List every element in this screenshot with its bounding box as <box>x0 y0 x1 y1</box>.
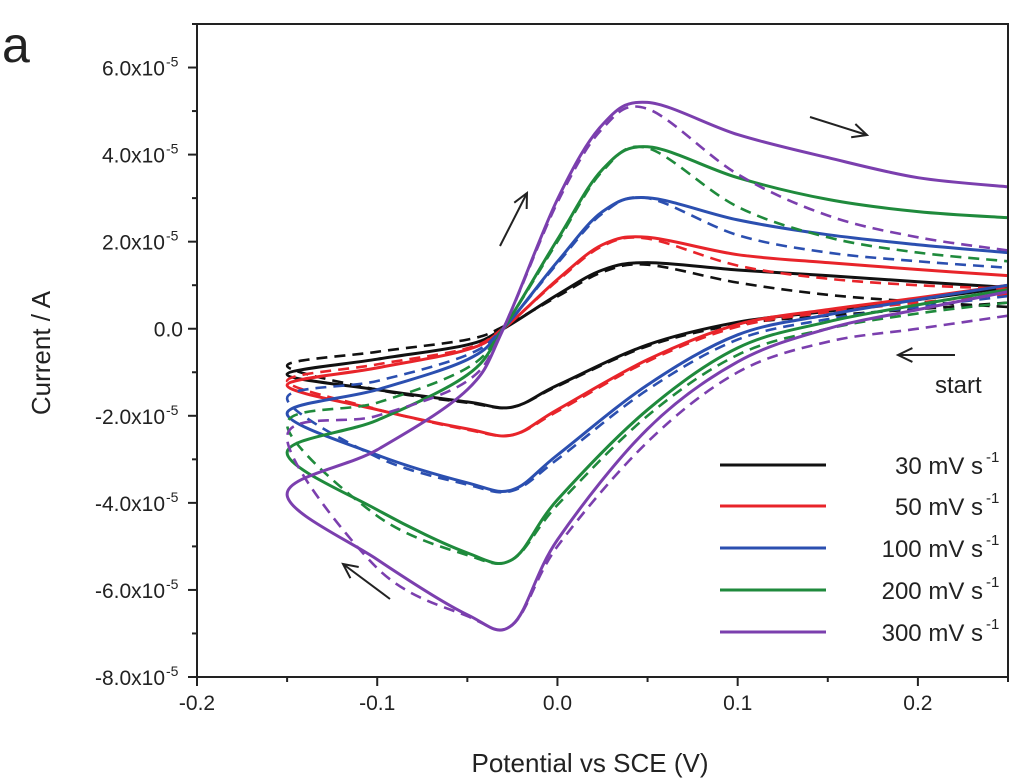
legend-label-exponent: -1 <box>986 532 999 549</box>
legend-item: 200 mV s -1 <box>720 574 999 605</box>
scan-arrow-down-left-icon <box>341 562 391 600</box>
y-tick-mantissa: 2.0x10 <box>102 232 165 255</box>
y-tick-exponent: -5 <box>166 141 179 157</box>
series-3-solid-curve <box>285 145 1009 565</box>
legend-label-exponent: -1 <box>986 616 999 633</box>
x-axis-ticks: -0.2 -0.1 0.0 0.1 0.2 <box>179 677 1009 715</box>
y-tick-exponent: -5 <box>166 489 179 505</box>
y-tick-label: 2.0x10 <box>102 232 165 255</box>
y-tick-mantissa: -4.0x10 <box>95 493 165 516</box>
legend-item: 100 mV s -1 <box>720 532 999 563</box>
legend-item: 50 mV s -1 <box>720 490 999 521</box>
legend-label-exponent: -1 <box>986 490 999 507</box>
y-tick-mantissa: -6.0x10 <box>95 580 165 603</box>
series-4-solid-curve <box>285 100 1009 632</box>
y-tick-exponent: -5 <box>166 663 179 679</box>
y-axis-ticks: 6.0x10 -54.0x10 -52.0x10 -50.0-2.0x10 -5-4.0… <box>95 23 197 690</box>
y-tick-mantissa: -8.0x10 <box>95 667 165 690</box>
series-2-dashed-curve <box>285 195 1009 494</box>
panel-label: a <box>2 17 30 73</box>
y-tick-label: -6.0x10 <box>95 580 165 603</box>
legend-label: 30 mV s <box>895 453 983 480</box>
x-tick-label: 0.2 <box>903 692 932 715</box>
y-tick-mantissa: 6.0x10 <box>102 58 165 81</box>
series-2-solid-curve <box>285 195 1009 494</box>
legend-label: 300 mV s <box>882 620 983 647</box>
legend-label: 100 mV s <box>882 536 983 563</box>
x-tick-label: -0.1 <box>359 692 395 715</box>
series-1-solid-curve <box>285 235 1009 438</box>
start-arrow-left-icon <box>895 347 955 363</box>
y-tick-mantissa: -2.0x10 <box>95 406 165 429</box>
scan-arrow-up-right-icon <box>499 190 529 247</box>
y-tick-exponent: -5 <box>166 54 179 70</box>
y-tick-label: -4.0x10 <box>95 493 165 516</box>
x-axis-label: Potential vs SCE (V) <box>472 748 709 778</box>
legend-item: 300 mV s -1 <box>720 616 999 647</box>
y-tick-label: 0.0 <box>154 319 183 342</box>
y-tick-label: -8.0x10 <box>95 667 165 690</box>
y-axis-label: Current / A <box>26 290 56 415</box>
legend-label-exponent: -1 <box>986 449 999 466</box>
y-tick-exponent: -5 <box>166 402 179 418</box>
y-tick-label: -2.0x10 <box>95 406 165 429</box>
y-tick-mantissa: 0.0 <box>154 319 183 342</box>
series-3-dashed-curve <box>285 145 1009 565</box>
annotations: start <box>341 116 982 600</box>
curves <box>285 100 1009 632</box>
scan-arrow-right-icon <box>809 116 870 139</box>
y-tick-exponent: -5 <box>166 576 179 592</box>
y-tick-label: 6.0x10 <box>102 58 165 81</box>
legend-item: 30 mV s -1 <box>720 449 999 480</box>
legend-label: 50 mV s <box>895 494 983 521</box>
x-tick-label: 0.1 <box>723 692 752 715</box>
series-0-solid-curve <box>285 261 1009 410</box>
legend-label-exponent: -1 <box>986 574 999 591</box>
y-tick-label: 4.0x10 <box>102 145 165 168</box>
x-tick-label: 0.0 <box>543 692 572 715</box>
legend-label: 200 mV s <box>882 578 983 605</box>
series-1-dashed-curve <box>285 236 1009 438</box>
start-label: start <box>935 372 982 399</box>
y-tick-exponent: -5 <box>166 228 179 244</box>
x-tick-label: -0.2 <box>179 692 215 715</box>
plot-frame <box>196 23 1009 678</box>
y-tick-mantissa: 4.0x10 <box>102 145 165 168</box>
series-4-dashed-curve <box>285 105 1009 631</box>
